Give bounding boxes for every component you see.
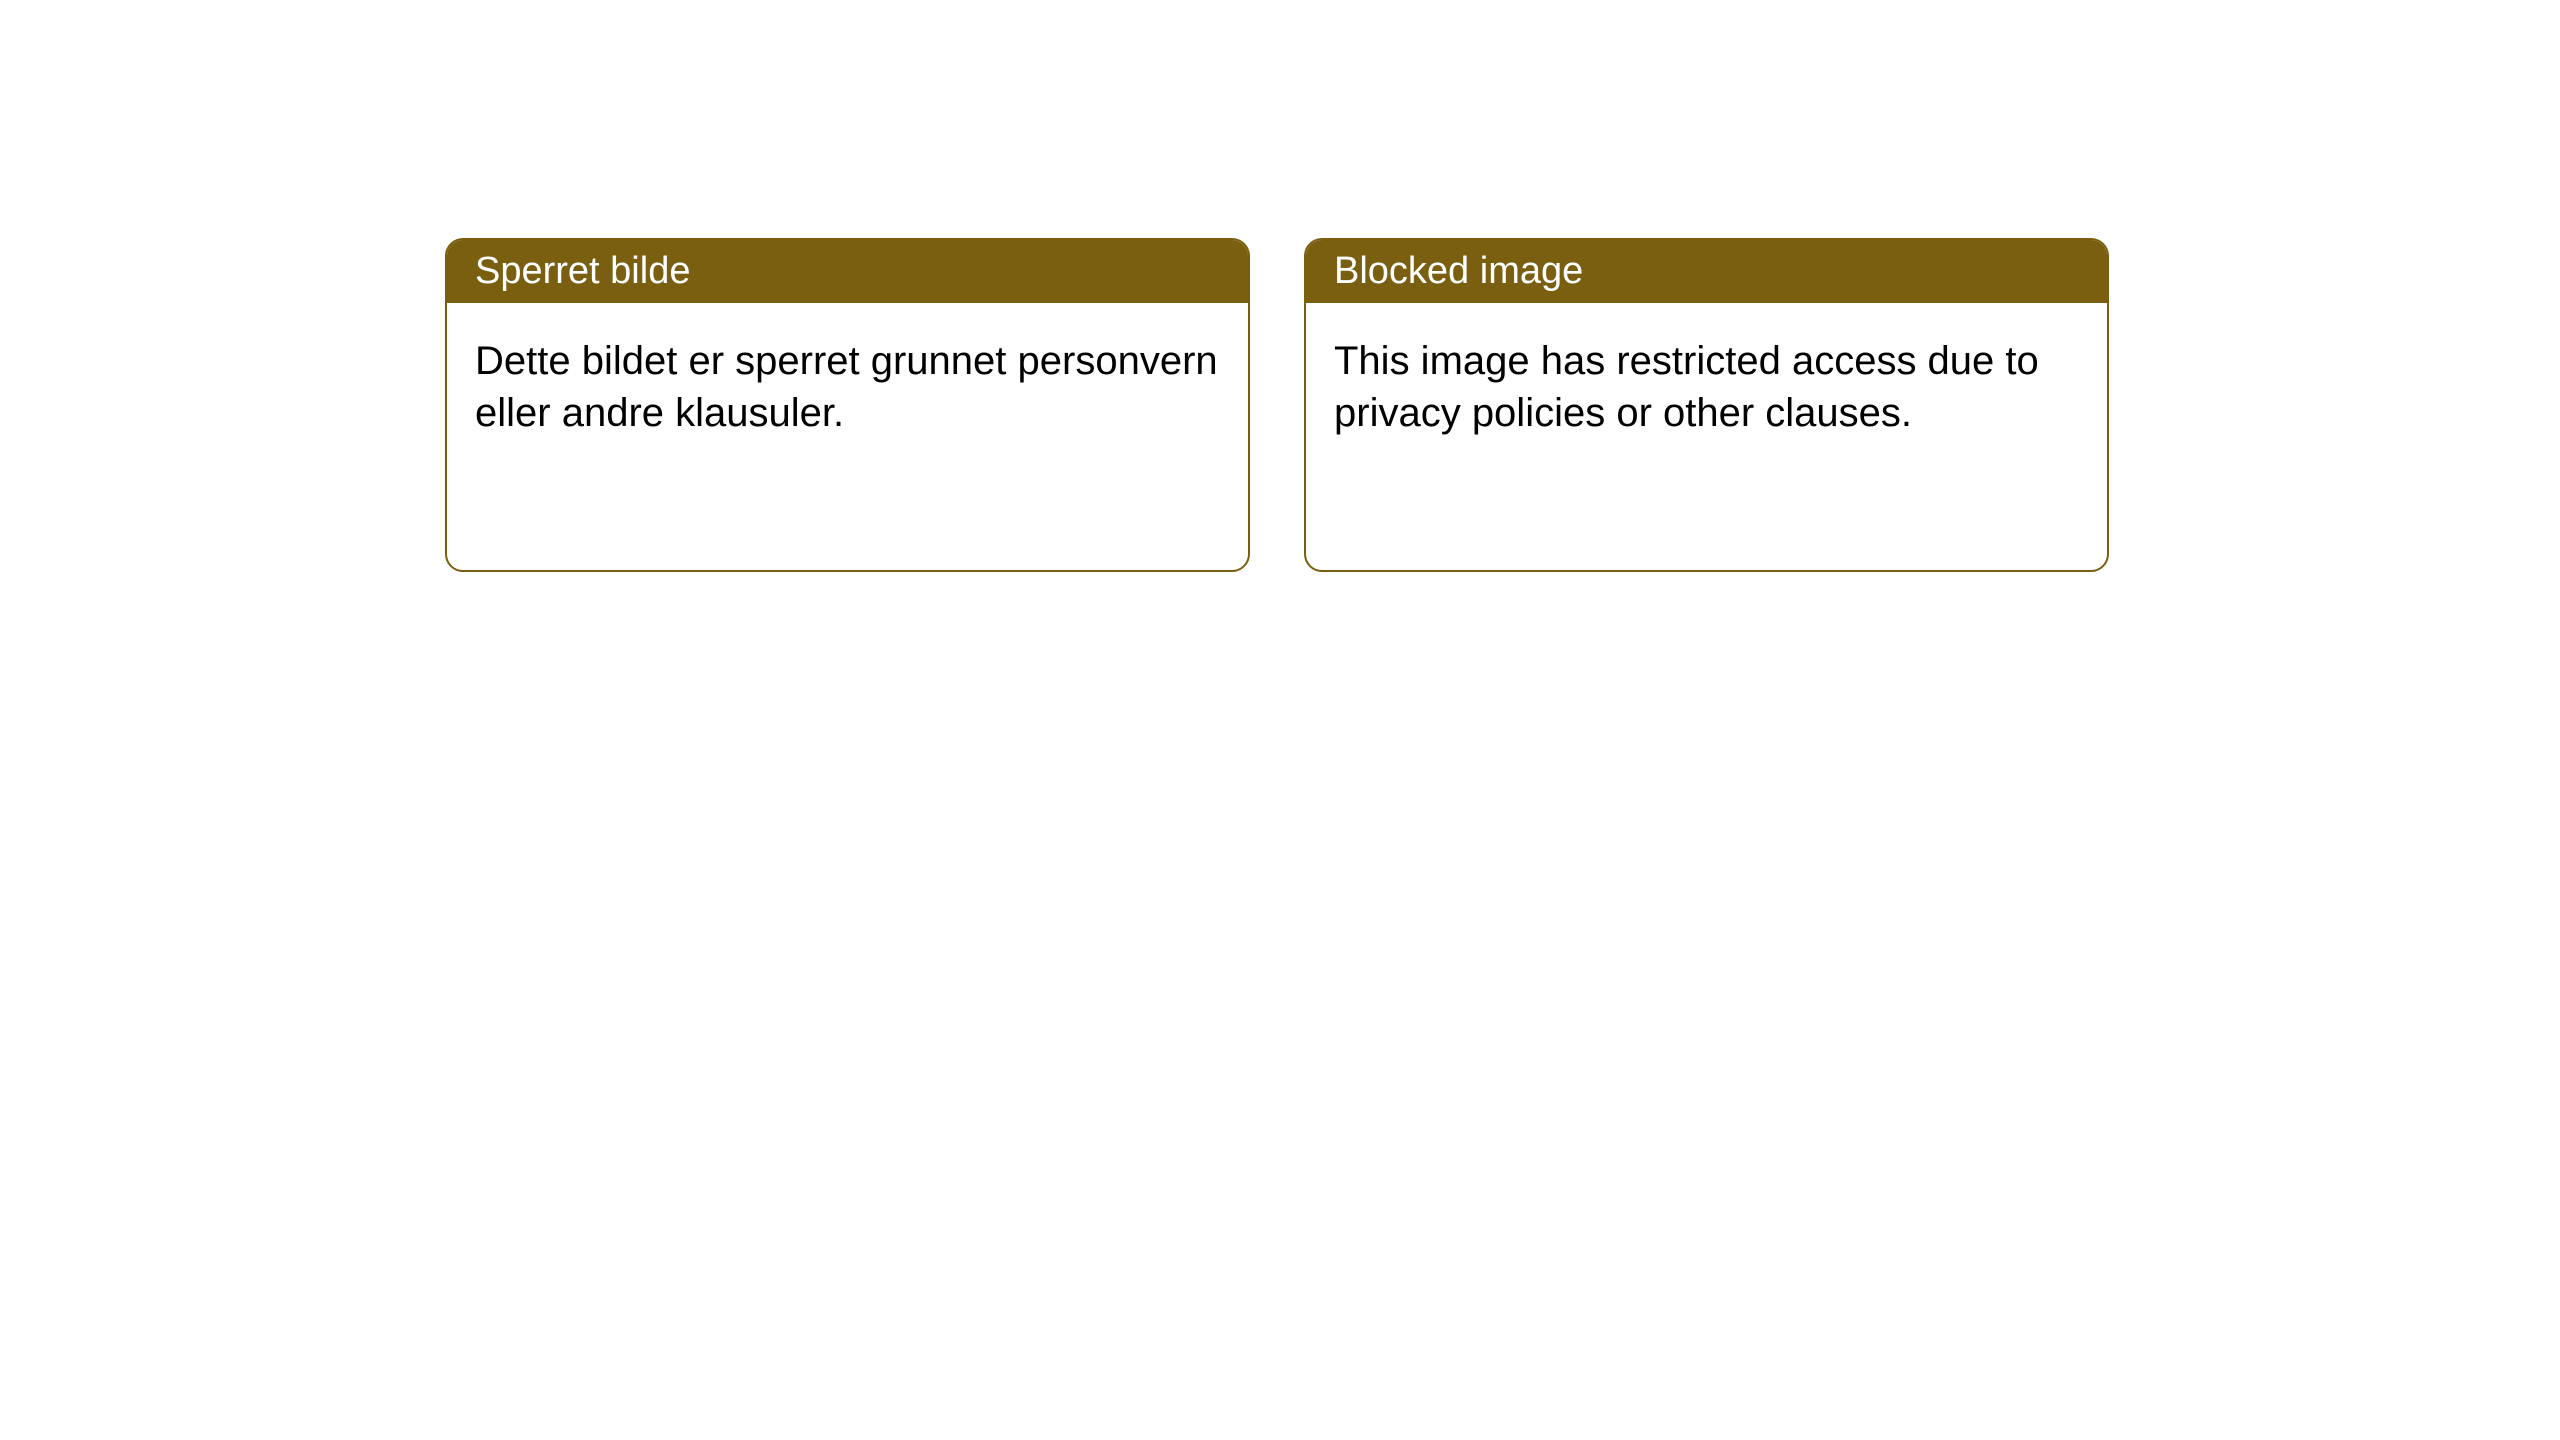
notice-box-english: Blocked image This image has restricted … (1304, 238, 2109, 572)
notice-title: Sperret bilde (475, 250, 690, 292)
notices-container: Sperret bilde Dette bildet er sperret gr… (0, 0, 2560, 572)
notice-body: This image has restricted access due to … (1306, 303, 2107, 471)
notice-header: Blocked image (1306, 240, 2107, 303)
notice-header: Sperret bilde (447, 240, 1248, 303)
notice-text: This image has restricted access due to … (1334, 339, 2039, 435)
notice-text: Dette bildet er sperret grunnet personve… (475, 339, 1218, 435)
notice-title: Blocked image (1334, 250, 1583, 292)
notice-body: Dette bildet er sperret grunnet personve… (447, 303, 1248, 471)
notice-box-norwegian: Sperret bilde Dette bildet er sperret gr… (445, 238, 1250, 572)
